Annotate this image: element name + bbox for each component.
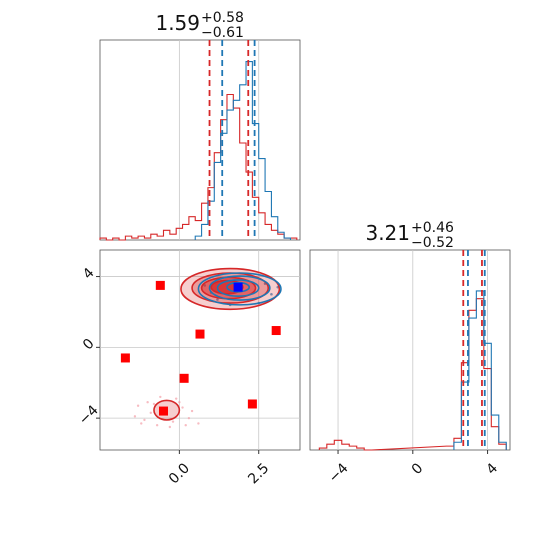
title-plus-p1: +0.46 — [411, 220, 454, 236]
sample-point-a-8 — [174, 397, 178, 400]
tick-label-joint-x-0: 0.0 — [166, 460, 193, 487]
tick-label-joint-y-2: 4 — [80, 265, 98, 283]
contours-series-a — [153, 267, 281, 421]
truth-point-square — [233, 282, 243, 292]
marginal-histogram-p1: −4 0 4 3.21 +0.46 −0.52 — [309, 220, 511, 486]
histogram-p0-series-a — [99, 93, 298, 241]
contour-b-1 — [208, 275, 271, 301]
sample-point-b-4 — [203, 284, 207, 287]
sample-point-a-7 — [146, 401, 149, 404]
sample-point-a-12 — [197, 422, 200, 425]
marker-square-6 — [247, 399, 257, 409]
sample-point-a-10 — [133, 415, 137, 418]
quantile-lines-p1 — [462, 250, 486, 450]
contour-b-3 — [226, 281, 251, 293]
histogram-steps-p0 — [99, 60, 298, 241]
sample-point-b-3 — [270, 292, 273, 296]
sample-point-a-0 — [136, 404, 140, 407]
tick-label-joint-x-1: 2.5 — [245, 460, 272, 487]
sample-point-a-2 — [149, 411, 152, 415]
sample-point-a-15 — [152, 402, 156, 406]
sample-point-a-9 — [190, 409, 194, 413]
sample-point-a-4 — [171, 420, 175, 423]
sample-point-a-13 — [168, 425, 172, 429]
tick-label-p1-2: 4 — [484, 460, 502, 478]
title-plus-p0: +0.58 — [201, 10, 244, 26]
tick-label-joint-y-1: 0 — [80, 336, 98, 354]
contours-series-b — [197, 272, 282, 306]
sample-point-a-14 — [178, 401, 181, 404]
marker-points — [120, 280, 281, 416]
sample-point-a-16 — [184, 424, 187, 427]
title-minus-p1: −0.52 — [411, 235, 454, 251]
marker-square-4 — [179, 373, 189, 383]
tick-labels-p1: −4 0 4 — [326, 450, 501, 486]
histogram-p1-series-b — [453, 290, 507, 450]
sample-point-a-11 — [159, 395, 162, 399]
marker-square-5 — [158, 406, 168, 416]
tick-label-p1-1: 0 — [409, 460, 427, 478]
marker-square-2 — [271, 326, 281, 336]
tick-label-p1-0: −4 — [326, 460, 352, 486]
title-median-p1: 3.21 — [365, 221, 410, 245]
histogram-steps-p1 — [318, 290, 507, 451]
title-minus-p0: −0.61 — [201, 25, 244, 41]
tick-label-joint-y-0: −4 — [76, 402, 102, 428]
sample-point-a-17 — [140, 422, 143, 425]
grid-lines-p0 — [178, 40, 260, 240]
sample-point-a-3 — [155, 424, 159, 427]
sample-point-a-1 — [143, 418, 146, 422]
marker-square-3 — [120, 353, 130, 363]
quantile-lines-p0 — [208, 40, 256, 240]
sample-point-a-6 — [187, 416, 191, 420]
histogram-p1-series-a — [318, 298, 507, 451]
title-median-p0: 1.59 — [155, 11, 200, 35]
contour-b-2 — [216, 279, 260, 297]
marker-square-1 — [195, 329, 205, 339]
sample-point-b-8 — [216, 298, 219, 301]
marker-square-0 — [155, 280, 165, 290]
grid-lines-p1 — [337, 250, 488, 450]
marginal-histogram-p0: 1.59 +0.58 −0.61 — [99, 10, 301, 241]
joint-density-panel: 0.0 2.5 −4 0 4 — [76, 249, 301, 487]
sample-point-a-5 — [181, 406, 184, 409]
contour-b-0 — [197, 272, 282, 306]
